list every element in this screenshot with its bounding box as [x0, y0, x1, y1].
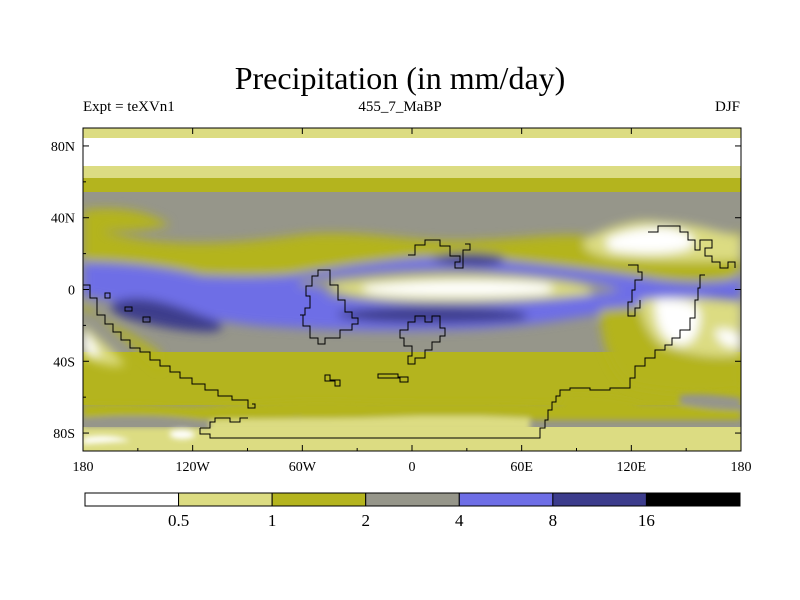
- island-4: [142, 316, 151, 323]
- region-south-atlantic-max: [337, 306, 528, 324]
- south-america-east: [300, 269, 359, 345]
- period-label: 455_7_MaBP: [358, 99, 442, 115]
- season-label: DJF: [714, 99, 740, 115]
- antarctic-peninsula: [200, 417, 248, 429]
- x-tick-label: 0: [409, 460, 416, 475]
- continent-outlines: [83, 225, 736, 439]
- region-north-subtropics: [83, 225, 741, 280]
- colorbar-swatch: [365, 492, 460, 507]
- region-se-white: [655, 299, 700, 345]
- region-se-gray: [680, 394, 741, 410]
- region-spcz-max: [111, 298, 223, 332]
- island-5: [124, 306, 133, 312]
- region-sw-white: [83, 330, 99, 358]
- band-50n-medium: [83, 178, 741, 192]
- region-e-white: [715, 329, 741, 347]
- asia-east-coast: [648, 225, 736, 269]
- colorbar-label: 0.5: [168, 511, 189, 530]
- y-tick-label: 40N: [51, 212, 75, 227]
- y-tick-label: 0: [68, 284, 75, 299]
- colorbar-label: 2: [361, 511, 370, 530]
- region-atlantic-dry: [362, 280, 554, 297]
- colorbar-swatch: [458, 492, 554, 507]
- axes: 180 120W 60W 0 60E 120E 180 80N 40N 0 40S 80S: [51, 128, 752, 475]
- chart-title: Precipitation (in mm/day): [234, 60, 566, 96]
- colorbar-swatch: [645, 492, 741, 507]
- region-so-patch: [560, 394, 640, 409]
- colorbar-label: 16: [638, 511, 655, 530]
- colorbar-swatch: [271, 492, 367, 507]
- y-tick-label: 80S: [53, 427, 75, 442]
- region-edge-wet: [735, 270, 741, 285]
- x-tick-label: 180: [73, 460, 94, 475]
- colorbar-label: 1: [268, 511, 277, 530]
- region-asia-dry: [605, 227, 694, 254]
- x-tick-label: 60E: [510, 460, 533, 475]
- region-npac-itcz: [83, 262, 200, 280]
- band-60n-light: [83, 166, 741, 178]
- region-antarctic-light: [210, 416, 530, 432]
- colorbar-swatch: [84, 492, 180, 507]
- experiment-label: Expt = teXVn1: [83, 99, 175, 115]
- region-antarctic-white: [170, 429, 195, 439]
- antarctic-coast: [199, 274, 705, 439]
- island-3: [104, 292, 111, 299]
- y-tick-label: 40S: [53, 355, 75, 370]
- x-tick-label: 180: [731, 460, 752, 475]
- region-north-africa-max: [430, 253, 504, 266]
- colorbar-label: 8: [549, 511, 558, 530]
- colorbar-label: 4: [455, 511, 464, 530]
- band-arctic-dry: [83, 138, 741, 166]
- india-outline: [627, 264, 643, 317]
- x-tick-label: 120E: [617, 460, 647, 475]
- south-america-west: [83, 284, 256, 409]
- colorbar: 0.5 1 2 4 8 16: [84, 492, 741, 530]
- mediterranean-outline: [408, 239, 471, 269]
- island-2: [377, 373, 409, 383]
- x-tick-label: 60W: [289, 460, 317, 475]
- colorbar-swatch: [552, 492, 647, 507]
- region-npac-medium: [83, 208, 170, 232]
- colorbar-swatch: [178, 492, 273, 507]
- precip-field: [83, 128, 741, 451]
- region-antarctic-white-2: [83, 435, 130, 444]
- x-tick-label: 120W: [176, 460, 211, 475]
- y-tick-label: 80N: [51, 140, 75, 155]
- island-1: [324, 374, 341, 387]
- africa-south: [399, 315, 446, 365]
